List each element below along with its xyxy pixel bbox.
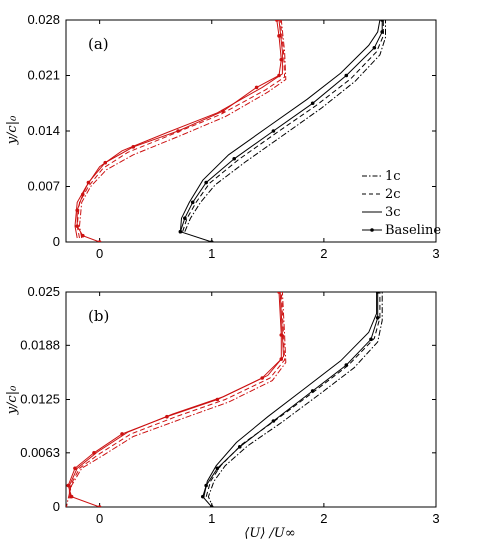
data-point — [190, 200, 195, 205]
x-tick-label: 1 — [208, 246, 215, 261]
data-point — [277, 34, 281, 38]
data-point — [310, 101, 315, 106]
series-line-red-dashed — [76, 20, 286, 239]
y-tick-label: 0.007 — [27, 179, 60, 194]
legend-label: Baseline — [385, 223, 441, 238]
data-point — [204, 180, 208, 185]
legend-label: 2c — [385, 187, 401, 202]
x-axis-label: ⟨U⟩ /U∞ — [244, 526, 295, 541]
y-tick-label: 0 — [53, 234, 60, 249]
y-axis-label-b: y/c|₀ — [5, 385, 20, 415]
series-line-black-solid — [179, 20, 381, 232]
y-tick-label: 0.028 — [27, 12, 60, 27]
panel-label: (b) — [88, 307, 109, 325]
y-axis-label-a: y/c|₀ — [5, 115, 20, 145]
series-line-black-dashed — [182, 20, 384, 232]
y-tick-label: 0.0125 — [20, 392, 60, 407]
series-line-red-dash-dot — [66, 292, 287, 507]
x-tick-label: 2 — [320, 511, 327, 526]
x-tick-label: 3 — [432, 246, 439, 261]
legend: 1c 2c 3c Baseline — [362, 169, 441, 238]
x-tick-label: 0 — [96, 246, 103, 261]
data-point — [369, 337, 373, 342]
data-point — [97, 505, 102, 507]
data-point — [215, 466, 220, 471]
series-line-black-dashed — [205, 292, 381, 497]
series-line-black-solid — [203, 292, 378, 497]
y-tick-label: 0.014 — [27, 123, 60, 138]
x-tick-label: 3 — [432, 511, 439, 526]
y-tick-label: 0.0188 — [20, 337, 60, 352]
data-point — [372, 45, 377, 50]
panel-a: 0 1 2 3 0 0.007 0.014 0.021 0.028 (a) — [27, 12, 439, 261]
series-line-red-solid — [68, 292, 285, 499]
series-line-red-solid — [74, 20, 283, 239]
data-point — [271, 129, 276, 133]
panel-label: (a) — [88, 35, 109, 53]
data-point — [73, 466, 77, 471]
plot-frame — [65, 291, 437, 508]
data-point — [344, 73, 349, 78]
x-tick-label: 2 — [320, 246, 327, 261]
data-point — [209, 240, 214, 242]
series-line-black-solid-with-markers — [179, 20, 383, 242]
series-line-red-dashed — [70, 292, 286, 499]
data-point — [232, 156, 236, 161]
legend-marker — [370, 228, 374, 232]
x-tick-label: 1 — [208, 511, 215, 526]
data-point — [183, 216, 187, 221]
y-tick-label: 0.0063 — [20, 445, 60, 460]
series-line-black-dash-dot — [184, 20, 386, 232]
y-tick-label: 0.021 — [27, 68, 60, 83]
legend-label: 1c — [385, 169, 401, 184]
series-line-black-dash-dot — [207, 292, 383, 507]
legend-label: 3c — [385, 205, 401, 220]
data-point — [97, 240, 102, 242]
x-tick-label: 0 — [96, 511, 103, 526]
data-point — [271, 419, 276, 423]
data-point — [274, 20, 279, 22]
panel-b: 0 1 2 3 0 0.0063 0.0125 0.0188 0.025 (b) — [20, 284, 439, 526]
y-tick-label: 0 — [53, 499, 60, 514]
series-line-red-dash-dot — [78, 20, 287, 239]
data-point — [375, 316, 380, 320]
data-point — [254, 85, 259, 90]
y-tick-label: 0.025 — [27, 284, 60, 299]
